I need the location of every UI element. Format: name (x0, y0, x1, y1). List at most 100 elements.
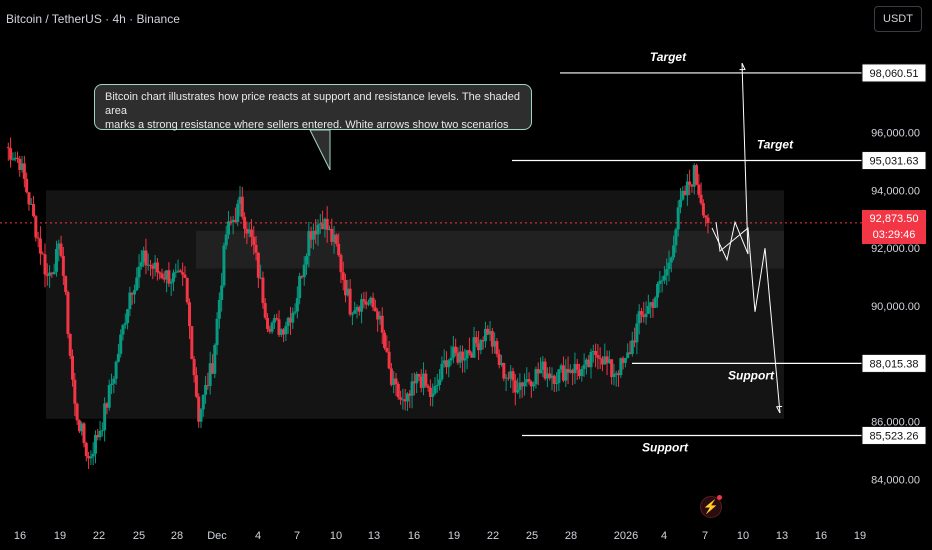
level-price-flag (861, 425, 927, 445)
candle-up (227, 221, 231, 235)
candle-up (286, 317, 290, 326)
level-price-flag (861, 63, 927, 83)
x-axis-tick: 19 (54, 530, 66, 542)
candle-down (621, 358, 625, 363)
candle-down (575, 363, 579, 370)
candle-up (662, 275, 666, 281)
candle-down (548, 373, 552, 379)
candle-down (183, 274, 187, 278)
candle-down (639, 311, 643, 315)
candle-down (192, 359, 196, 376)
level-price-flag-text: 85,523.26 (870, 430, 919, 442)
candle-down (71, 355, 75, 380)
candle-down (552, 375, 556, 384)
candle-up (637, 311, 641, 324)
candle-up (589, 351, 593, 368)
candle-up (305, 255, 309, 265)
candle-up (465, 350, 469, 359)
candle-down (149, 264, 153, 266)
candle-down (300, 276, 304, 278)
candle-down (389, 368, 393, 385)
x-axis-tick: 7 (702, 530, 708, 542)
candle-countdown: 03:29:46 (872, 229, 916, 241)
candle-down (314, 230, 318, 235)
candle-down (419, 376, 423, 388)
candle-up (29, 203, 33, 205)
annotation-note[interactable]: Bitcoin chart illustrates how price reac… (94, 84, 532, 131)
candle-up (220, 285, 224, 300)
candle-down (477, 343, 481, 351)
candle-up (518, 382, 522, 390)
candle-down (50, 272, 54, 275)
candle-down (594, 350, 598, 356)
candle-up (366, 303, 370, 305)
candle-down (683, 190, 687, 196)
candle-down (598, 357, 602, 360)
candle-up (236, 203, 240, 223)
candle-down (412, 381, 416, 384)
y-axis-tick: 84,000.00 (871, 475, 920, 487)
x-axis-tick: 22 (487, 530, 499, 542)
candle-up (635, 323, 639, 343)
candle-down (325, 218, 329, 230)
candle-up (541, 361, 545, 371)
x-axis-tick: 13 (368, 530, 380, 542)
candle-up (215, 318, 219, 346)
lightning-bolt-icon[interactable]: ⚡ (700, 495, 722, 518)
candle-up (509, 371, 513, 379)
candle-up (284, 325, 288, 335)
y-axis-tick: 94,000.00 (871, 185, 920, 197)
x-axis-tick: 28 (565, 530, 577, 542)
candle-up (685, 181, 689, 196)
candle-up (311, 230, 315, 240)
candle-down (105, 403, 109, 408)
candle-down (543, 361, 547, 379)
level-label-support: Support (728, 368, 775, 382)
candle-down (376, 311, 380, 320)
candle-down (77, 420, 81, 432)
candle-down (424, 373, 428, 386)
candle-up (619, 358, 623, 376)
candle-down (66, 291, 70, 335)
x-axis-tick: 28 (171, 530, 183, 542)
candle-down (82, 423, 86, 444)
candle-up (458, 351, 462, 363)
candle-up (91, 453, 95, 457)
candle-down (185, 277, 189, 303)
candle-up (298, 276, 302, 299)
level-label-target: Target (650, 50, 687, 64)
candle-down (481, 340, 485, 342)
candle-down (337, 243, 341, 256)
level-price-flag (861, 151, 927, 171)
candle-up (176, 270, 180, 272)
candle-down (344, 279, 348, 296)
candle-up (656, 284, 660, 298)
candle-down (15, 157, 19, 159)
candle-down (495, 341, 499, 355)
candle-up (139, 262, 143, 267)
candle-down (605, 356, 609, 364)
candle-down (461, 351, 465, 361)
candle-up (431, 393, 435, 397)
x-axis-tick: 10 (737, 530, 749, 542)
candle-up (447, 360, 451, 368)
currency-button[interactable]: USDT (874, 6, 922, 32)
candle-down (233, 219, 237, 223)
candle-up (603, 356, 607, 365)
candle-down (688, 181, 692, 185)
candle-down (394, 378, 398, 384)
candle-up (231, 219, 235, 223)
candle-down (263, 303, 267, 318)
candle-up (135, 277, 139, 291)
candle-up (500, 362, 504, 366)
candle-down (642, 314, 646, 318)
candle-up (435, 385, 439, 387)
annotation-pointer (309, 129, 331, 171)
candle-up (612, 374, 616, 378)
candle-down (275, 318, 279, 320)
candle-down (144, 250, 148, 266)
candle-down (497, 354, 501, 366)
candle-up (128, 292, 132, 310)
candle-down (229, 221, 233, 223)
